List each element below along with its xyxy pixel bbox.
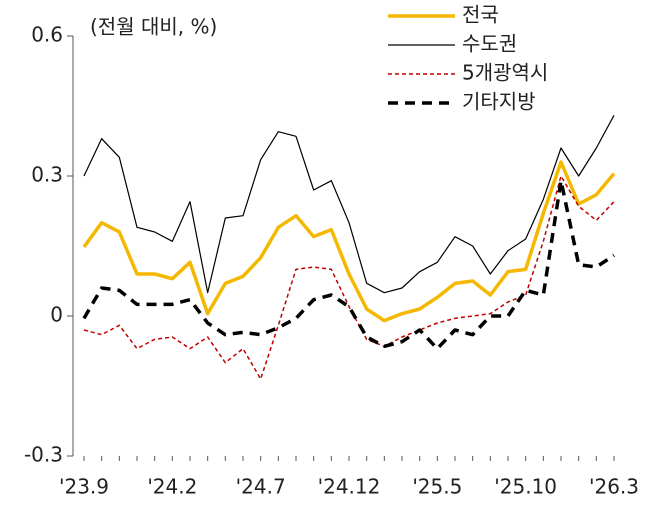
y-tick-label: 0.3	[31, 163, 63, 187]
legend-label: 전국	[462, 3, 499, 27]
series-line	[83, 115, 615, 294]
x-tick-label: '25.10	[494, 475, 557, 499]
legend-label: 기타지방	[462, 90, 536, 114]
series-line	[83, 175, 615, 380]
y-axis-label: (전월 대비, %)	[90, 15, 217, 39]
series-line	[82, 160, 616, 323]
x-tick-label: '24.7	[236, 475, 286, 499]
legend-label: 5개광역시	[462, 61, 548, 85]
x-tick-label: '24.2	[147, 475, 197, 499]
series-line	[82, 178, 615, 351]
x-tick-label: '23.9	[59, 475, 109, 499]
legend-label: 수도권	[462, 32, 517, 56]
x-tick-label: '26.3	[589, 475, 639, 499]
y-tick-label: 0	[50, 303, 63, 327]
x-tick-label: '24.12	[318, 475, 381, 499]
y-tick-label: 0.6	[31, 23, 63, 47]
x-tick-label: '25.5	[412, 475, 462, 499]
y-tick-label: -0.3	[24, 443, 63, 467]
